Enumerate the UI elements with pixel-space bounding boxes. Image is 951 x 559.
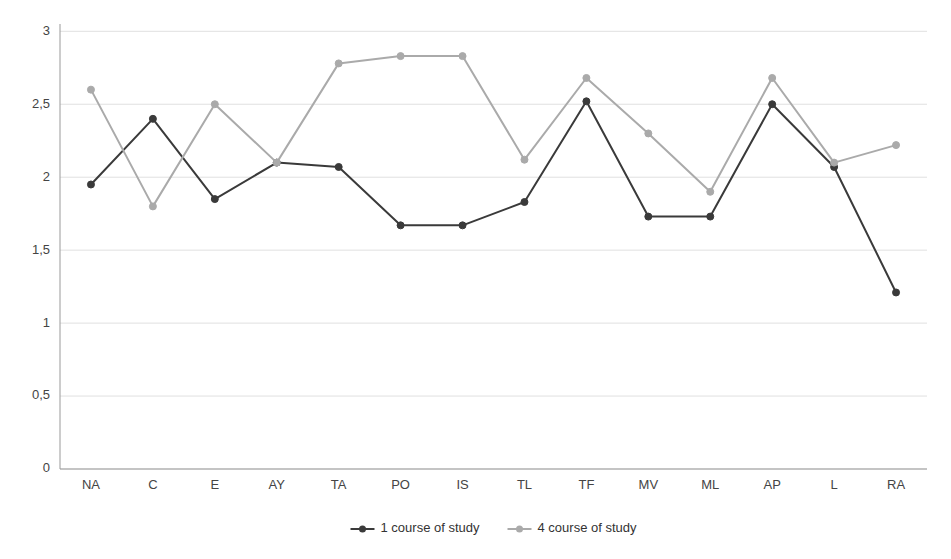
data-point (273, 159, 280, 166)
x-tick-label: AY (269, 477, 286, 492)
series (87, 53, 899, 210)
legend-item: 4 course of study (508, 520, 637, 535)
grid-line (60, 177, 927, 178)
x-axis: NA C E AY TA PO IS TL TF MV ML AP L RA (60, 469, 927, 492)
x-tick-label: MV (639, 477, 659, 492)
data-point (645, 130, 652, 137)
data-point (893, 142, 900, 149)
x-tick-label: C (148, 477, 157, 492)
legend-label: 1 course of study (381, 520, 480, 535)
x-axis-line (60, 469, 927, 470)
data-point (335, 60, 342, 67)
data-point (583, 74, 590, 81)
data-point (521, 156, 528, 163)
series-line (91, 101, 896, 292)
x-tick-label: RA (887, 477, 905, 492)
data-point (769, 74, 776, 81)
chart-svg: 0 0,5 1 1,5 2 2,5 3 NA C E AY TA PO IS TL TF MV ML AP L RA 1 … (0, 0, 951, 559)
x-tick-label: TF (578, 477, 594, 492)
y-axis-line (60, 24, 61, 469)
y-axis: 0 0,5 1 1,5 2 2,5 3 (32, 23, 927, 476)
data-point (831, 159, 838, 166)
legend-label: 4 course of study (538, 520, 637, 535)
x-tick-label: AP (764, 477, 781, 492)
data-point (707, 188, 714, 195)
grid-line (60, 104, 927, 105)
x-tick-label: NA (82, 477, 100, 492)
x-tick-label: TL (517, 477, 532, 492)
y-tick-label: 0,5 (32, 387, 50, 402)
data-point (211, 101, 218, 108)
data-point (645, 213, 652, 220)
plot-area (87, 53, 899, 296)
x-tick-label: ML (701, 477, 719, 492)
data-point (149, 115, 156, 122)
data-point (397, 53, 404, 60)
data-point (459, 53, 466, 60)
y-tick-label: 1,5 (32, 242, 50, 257)
grid-line (60, 469, 927, 470)
y-tick-label: 2,5 (32, 96, 50, 111)
data-point (893, 289, 900, 296)
data-point (397, 222, 404, 229)
data-point (87, 181, 94, 188)
data-point (521, 199, 528, 206)
data-point (335, 163, 342, 170)
data-point (583, 98, 590, 105)
x-tick-label: TA (331, 477, 347, 492)
y-tick-label: 1 (43, 315, 50, 330)
data-point (149, 203, 156, 210)
legend-marker (516, 526, 523, 533)
series (87, 98, 899, 296)
data-point (273, 159, 280, 166)
grid-line (60, 250, 927, 251)
legend: 1 course of study 4 course of study (351, 520, 637, 535)
grid-line (60, 323, 927, 324)
legend-marker (359, 526, 366, 533)
data-point (707, 213, 714, 220)
data-point (211, 196, 218, 203)
y-tick-label: 0 (43, 460, 50, 475)
legend-item: 1 course of study (351, 520, 480, 535)
grid-line (60, 31, 927, 32)
x-tick-label: PO (391, 477, 410, 492)
chart-container: 0 0,5 1 1,5 2 2,5 3 NA C E AY TA PO IS TL TF MV ML AP L RA 1 … (0, 0, 951, 559)
data-point (87, 86, 94, 93)
series-line (91, 56, 896, 206)
data-point (769, 101, 776, 108)
x-tick-label: IS (456, 477, 469, 492)
x-tick-label: L (830, 477, 837, 492)
data-point (459, 222, 466, 229)
y-tick-label: 2 (43, 169, 50, 184)
y-tick-label: 3 (43, 23, 50, 38)
x-tick-label: E (210, 477, 219, 492)
grid-line (60, 396, 927, 397)
